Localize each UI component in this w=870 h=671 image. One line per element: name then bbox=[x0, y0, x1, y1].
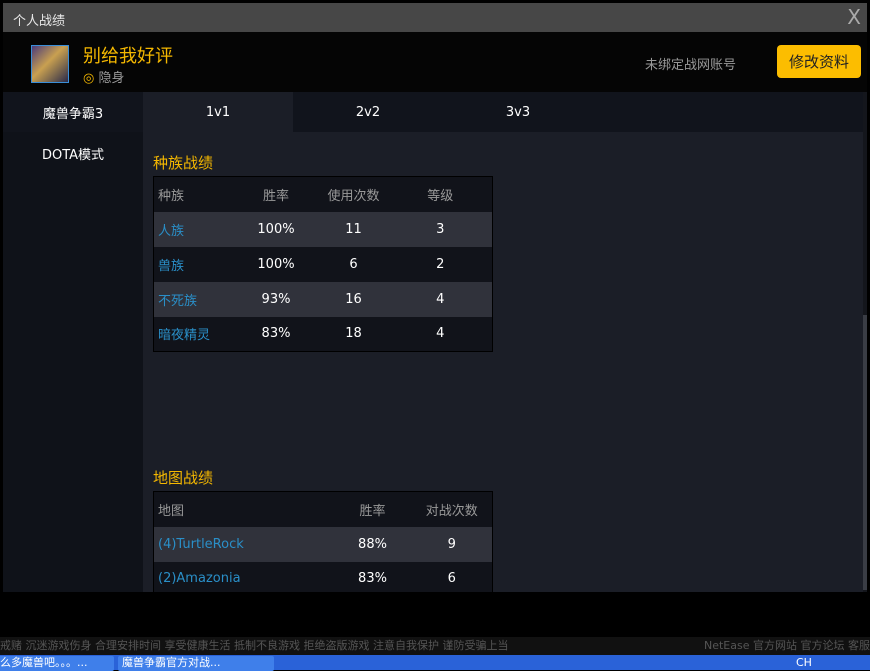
map-name[interactable]: (2)Amazonia bbox=[158, 571, 241, 587]
profile-header: 别给我好评 ◎ 隐身 未绑定战网账号 修改资料 bbox=[3, 32, 867, 92]
health-notice: 戒赌 沉迷游戏伤身 合理安排时间 享受健康生活 抵制不良游戏 拒绝盗版游戏 注意… bbox=[0, 637, 870, 655]
table-row: (4)TurtleRock 88% 9 bbox=[153, 526, 493, 562]
race-stats-table: 种族 胜率 使用次数 等级 人族 100% 11 3 兽族 100% 6 2 不死族 93% 16 4 … bbox=[153, 176, 493, 352]
table-row: 人族 100% 11 3 bbox=[153, 211, 493, 247]
scrollbar-thumb[interactable] bbox=[863, 315, 867, 590]
tab-2v2[interactable]: 2v2 bbox=[355, 104, 381, 120]
winrate: 83% bbox=[261, 326, 291, 342]
table-row: 暗夜精灵 83% 18 4 bbox=[154, 317, 493, 352]
winrate: 88% bbox=[358, 536, 387, 552]
col-winrate: 胜率 bbox=[359, 503, 386, 519]
sidebar: DOTA模式 bbox=[3, 132, 143, 592]
sidebar-item-dota[interactable]: DOTA模式 bbox=[41, 147, 105, 163]
map-name[interactable]: (4)TurtleRock bbox=[158, 536, 244, 552]
taskbar-item[interactable]: 么多魔兽吧。。。... bbox=[0, 656, 114, 671]
winrate: 83% bbox=[358, 571, 387, 587]
username: 别给我好评 bbox=[83, 46, 173, 67]
level: 4 bbox=[436, 291, 445, 307]
level: 4 bbox=[436, 326, 445, 342]
map-stats-table: 地图 胜率 对战次数 (4)TurtleRock 88% 9 (2)Amazonia 83… bbox=[153, 491, 493, 592]
taskbar: 么多魔兽吧。。。... 魔兽争霸官方对战... CH bbox=[0, 655, 870, 671]
window-title: 个人战绩 bbox=[13, 14, 66, 29]
winrate: 100% bbox=[257, 221, 295, 237]
edit-profile-button[interactable]: 修改资料 bbox=[777, 45, 861, 78]
tab-1v1[interactable]: 1v1 bbox=[143, 92, 293, 132]
col-race: 种族 bbox=[158, 188, 185, 204]
race-name[interactable]: 不死族 bbox=[158, 293, 198, 309]
uses: 11 bbox=[345, 221, 362, 237]
table-row: 不死族 93% 16 4 bbox=[153, 281, 493, 317]
uses: 16 bbox=[345, 291, 362, 307]
table-row: (2)Amazonia 83% 6 bbox=[154, 562, 493, 593]
status-icon: ◎ bbox=[83, 71, 95, 86]
online-status[interactable]: ◎ 隐身 bbox=[83, 67, 125, 86]
close-icon[interactable]: X bbox=[847, 5, 861, 29]
status-label: 隐身 bbox=[98, 71, 125, 86]
winrate: 100% bbox=[257, 256, 295, 272]
col-level: 等级 bbox=[427, 188, 454, 204]
col-uses: 使用次数 bbox=[327, 188, 380, 204]
table-header: 地图 胜率 对战次数 bbox=[154, 492, 493, 527]
map-stats-title: 地图战绩 bbox=[153, 469, 214, 487]
race-name[interactable]: 暗夜精灵 bbox=[158, 328, 211, 344]
uses: 6 bbox=[349, 256, 358, 272]
level: 3 bbox=[436, 221, 445, 237]
table-header: 种族 胜率 使用次数 等级 bbox=[154, 177, 493, 212]
footer-links[interactable]: NetEase 官方网站 官方论坛 客服 bbox=[704, 639, 870, 652]
title-bar: 个人战绩 X bbox=[3, 3, 867, 32]
battlenet-bind-link[interactable]: 未绑定战网账号 bbox=[645, 58, 737, 73]
col-matches: 对战次数 bbox=[425, 503, 478, 519]
uses: 18 bbox=[345, 326, 362, 342]
matches: 9 bbox=[447, 536, 456, 552]
col-winrate: 胜率 bbox=[262, 188, 289, 204]
sidebar-item-warcraft3[interactable]: 魔兽争霸3 bbox=[42, 106, 104, 122]
col-map: 地图 bbox=[158, 503, 185, 519]
table-row: 兽族 100% 6 2 bbox=[154, 247, 493, 282]
race-name[interactable]: 兽族 bbox=[158, 258, 185, 274]
race-stats-title: 种族战绩 bbox=[153, 154, 214, 172]
level: 2 bbox=[436, 256, 445, 272]
stats-content: 种族战绩 种族 胜率 使用次数 等级 人族 100% 11 3 兽族 100% 6 2 不死族 93… bbox=[143, 132, 863, 592]
ime-indicator[interactable]: CH bbox=[796, 656, 812, 669]
mode-tabs: 魔兽争霸3 1v1 2v2 3v3 bbox=[3, 92, 863, 132]
avatar[interactable] bbox=[31, 45, 69, 83]
taskbar-item-warcraft[interactable]: 魔兽争霸官方对战... bbox=[118, 656, 274, 671]
winrate: 93% bbox=[261, 291, 291, 307]
race-name[interactable]: 人族 bbox=[158, 223, 185, 239]
tab-3v3[interactable]: 3v3 bbox=[505, 104, 531, 120]
matches: 6 bbox=[447, 571, 456, 587]
